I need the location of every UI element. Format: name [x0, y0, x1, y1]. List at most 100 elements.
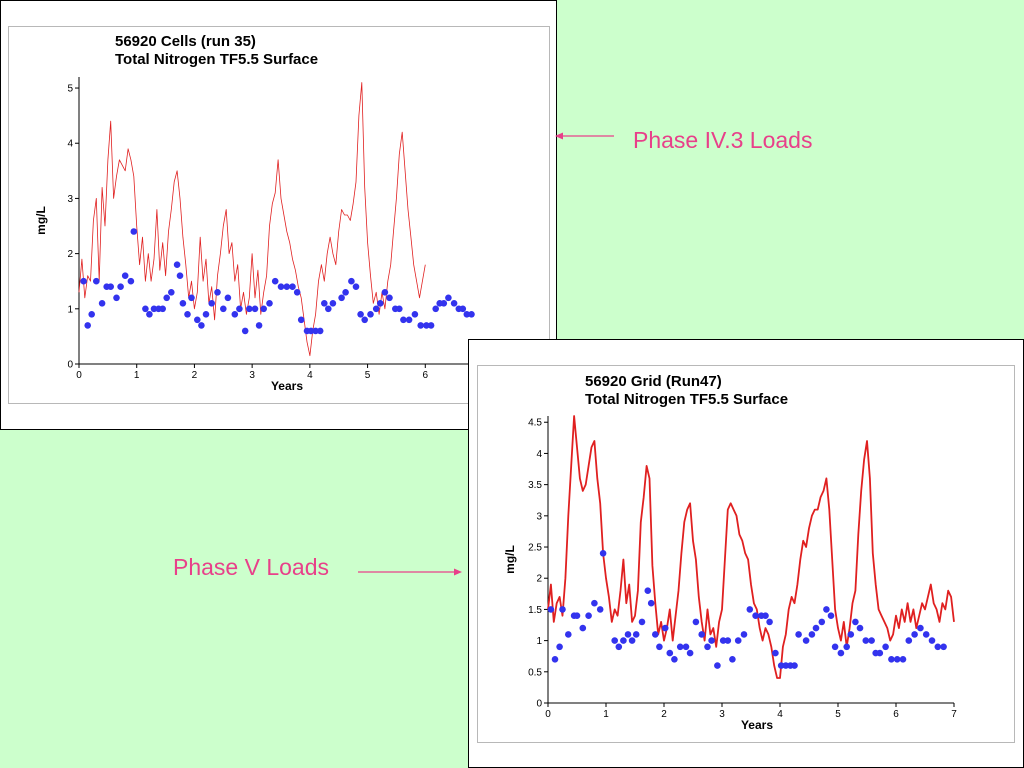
observed-point — [734, 637, 742, 644]
x-tick-label: 5 — [835, 709, 841, 720]
observed-point — [293, 289, 301, 296]
observed-point — [400, 316, 407, 324]
observed-point — [93, 277, 100, 285]
observed-point — [862, 637, 870, 644]
observed-point — [150, 305, 158, 313]
observed-point — [893, 656, 901, 663]
observed-point — [179, 300, 187, 307]
y-tick-label: 0 — [536, 699, 542, 710]
observed-point — [573, 612, 581, 619]
observed-point — [620, 637, 627, 644]
observed-point — [220, 305, 227, 313]
x-tick-label: 4 — [777, 709, 783, 720]
plot-area-top: 56920 Cells (run 35) Total Nitrogen TF5.… — [8, 26, 550, 404]
observed-point — [377, 300, 384, 307]
observed-point — [405, 316, 413, 324]
observed-point — [868, 637, 875, 644]
observed-point — [231, 311, 239, 318]
observed-point — [381, 289, 389, 296]
observed-point — [899, 656, 907, 663]
observed-point — [808, 631, 816, 638]
y-tick-label: 2 — [67, 249, 73, 260]
observed-point — [214, 289, 221, 296]
observed-point — [88, 311, 95, 318]
observed-point — [198, 322, 205, 329]
observed-point — [818, 618, 826, 626]
annotation-phase-v: Phase V Loads — [173, 554, 330, 580]
observed-point — [423, 322, 430, 329]
observed-point — [173, 261, 181, 268]
observed-point — [632, 631, 640, 638]
plot-area-bottom: 56920 Grid (Run47) Total Nitrogen TF5.5 … — [477, 365, 1015, 743]
observed-point — [882, 643, 889, 651]
observed-point — [283, 283, 291, 291]
observed-point — [940, 643, 947, 651]
observed-point — [856, 624, 864, 632]
y-tick-label: 2 — [536, 574, 542, 585]
observed-point — [130, 228, 138, 235]
observed-point — [615, 643, 623, 651]
observed-point — [194, 316, 201, 324]
observed-point — [704, 643, 711, 651]
observed-point — [361, 316, 369, 324]
observed-point — [596, 606, 604, 613]
observed-point — [202, 311, 210, 318]
x-tick-label: 1 — [603, 709, 609, 720]
observed-point — [127, 277, 135, 285]
observed-point — [556, 643, 563, 651]
observed-point — [271, 277, 279, 285]
x-tick-label: 1 — [134, 370, 140, 381]
y-tick-label: 4 — [67, 139, 73, 150]
observed-point — [342, 289, 349, 296]
model-series-line — [547, 415, 955, 679]
y-tick-label: 4.5 — [528, 418, 542, 429]
observed-point — [934, 643, 942, 651]
observed-point — [396, 305, 403, 313]
observed-point — [812, 624, 820, 632]
observed-point — [440, 300, 448, 307]
observed-point — [565, 631, 572, 638]
x-tick-label: 3 — [719, 709, 725, 720]
observed-point — [911, 631, 918, 638]
x-tick-label: 2 — [661, 709, 667, 720]
observed-point — [708, 637, 715, 644]
observed-point — [241, 327, 249, 335]
y-tick-label: 3.5 — [528, 480, 542, 491]
chart-subtitle-top: Total Nitrogen TF5.5 Surface — [115, 51, 319, 68]
chart-panel-top: 56920 Cells (run 35) Total Nitrogen TF5.… — [0, 0, 557, 430]
observed-point — [266, 300, 273, 307]
observed-point — [168, 289, 175, 296]
observed-point — [159, 305, 166, 313]
observed-point — [876, 649, 884, 657]
observed-point — [432, 305, 440, 313]
observed-point — [628, 637, 636, 644]
observed-point — [905, 637, 913, 644]
x-tick-label: 5 — [365, 370, 371, 381]
observed-point — [724, 637, 732, 644]
observed-point — [386, 294, 393, 302]
x-tick-label: 4 — [307, 370, 313, 381]
observed-point — [746, 606, 754, 613]
chart-svg-top: 0 1 2 3 4 5 0 1 2 3 4 5 6 Years mg/L — [34, 77, 483, 393]
observed-point — [928, 637, 936, 644]
y-axis-label: mg/L — [503, 545, 517, 574]
observed-point — [224, 294, 232, 302]
observed-point — [450, 300, 458, 307]
y-tick-label: 3 — [67, 194, 73, 205]
observed-point — [277, 283, 285, 291]
observed-point — [692, 618, 700, 626]
observed-point — [352, 283, 360, 291]
observed-point — [321, 300, 328, 307]
observed-point — [208, 300, 215, 307]
observed-point — [188, 294, 195, 302]
observed-point — [782, 662, 790, 669]
observed-point — [98, 300, 106, 307]
observed-point — [463, 311, 471, 318]
observed-point — [312, 327, 319, 335]
observed-point — [661, 624, 669, 632]
observed-point — [113, 294, 120, 302]
observed-point — [852, 618, 859, 626]
observed-point — [729, 656, 736, 663]
observed-point — [121, 272, 129, 279]
arrow-phase-v-icon — [358, 568, 462, 576]
